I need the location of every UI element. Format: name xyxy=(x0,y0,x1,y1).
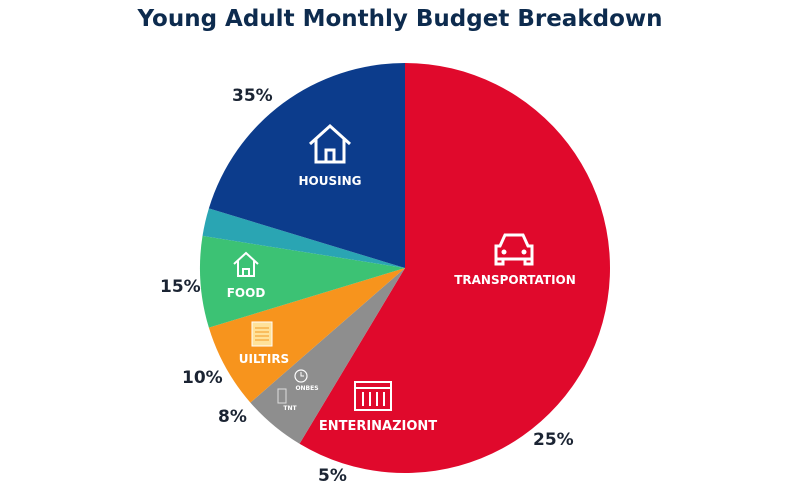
percent-label: 25% xyxy=(533,430,574,450)
slice-label-entertainment: ENTERINAZIONT xyxy=(318,419,438,434)
slice-label-housing: HOUSING xyxy=(298,174,362,188)
slice-sublabel: ONBES xyxy=(295,385,319,392)
house-icon xyxy=(308,123,352,164)
calendar-icon xyxy=(354,381,392,411)
pie-slice-housing xyxy=(208,62,405,269)
car-icon xyxy=(494,233,534,266)
pie-slice-transportation xyxy=(299,63,610,473)
slice-label-transportation: TRANSPORTATION xyxy=(454,273,576,287)
percent-label: 5% xyxy=(318,466,347,486)
percent-label: 10% xyxy=(182,368,223,388)
building-icon xyxy=(277,388,287,404)
pie-slice-other xyxy=(202,208,405,268)
clock-icon xyxy=(294,369,308,383)
percent-label: 15% xyxy=(160,277,201,297)
pie-slice-uiltirs xyxy=(208,268,405,403)
slice-sublabel: TNT xyxy=(283,405,297,412)
pie-slice-enterinaziont xyxy=(250,268,405,444)
chart-title: Young Adult Monthly Budget Breakdown xyxy=(137,6,663,32)
slice-label-food: FOOD xyxy=(226,286,266,300)
document-icon xyxy=(251,321,273,347)
house-icon xyxy=(233,251,259,277)
percent-label: 35% xyxy=(232,86,273,106)
slice-label-utilities: UILTIRS xyxy=(238,352,290,366)
percent-label: 8% xyxy=(218,407,247,427)
